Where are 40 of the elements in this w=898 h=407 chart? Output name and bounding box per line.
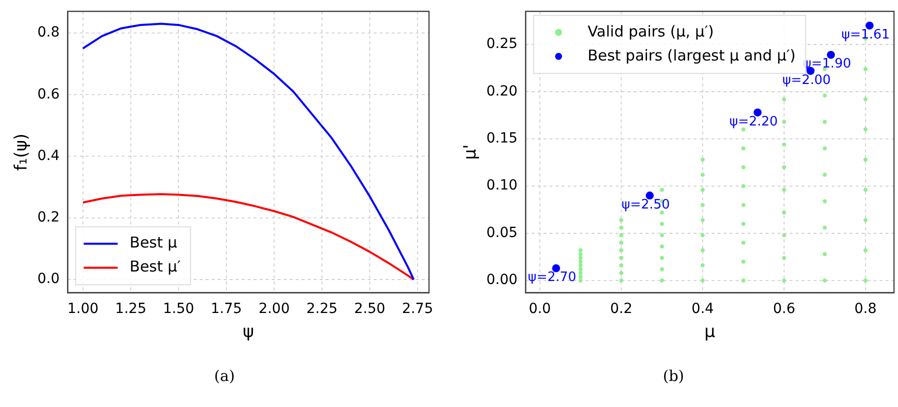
x-axis-title: μ [704,322,716,342]
text: (b) [662,367,686,385]
annotation: ψ=2.00 [782,72,831,88]
y-tick-label: 0.15 [486,130,518,147]
y-tick-label: 0.05 [486,224,518,241]
x-tick-label: 0.6 [772,300,796,317]
annotation: ψ=1.90 [802,56,852,72]
y-tick-label: 0.8 [37,24,60,41]
y-tick-label: 0.25 [486,36,518,52]
x-tick-label: 1.25 [115,300,146,317]
y-axis-title: f₁(ψ) [12,133,32,171]
x-tick-label: 2.75 [402,300,434,317]
y-tick-label: 0.10 [486,178,518,194]
x-tick-label: 2.00 [258,300,290,317]
annotation: ψ=1.61 [841,27,890,42]
x-tick-label: 0.8 [854,300,877,317]
x-axis-title: ψ [242,322,254,342]
y-tick-label: 0.6 [37,86,60,102]
legend-label: Best μ [130,234,178,252]
legend-label: Best pairs (largest μ and μ′) [588,46,796,64]
annotation: ψ=2.50 [622,197,670,212]
x-tick-label: 1.00 [67,300,99,317]
legend-label: Best μ′ [130,258,182,276]
x-tick-label: 2.50 [354,300,386,317]
y-tick-label: 0.2 [37,210,60,226]
x-tick-label: 0.0 [528,300,551,317]
x-tick-label: 1.75 [210,300,242,317]
y-tick-label: 0.4 [37,148,60,164]
y-axis-title: μ' [460,144,481,160]
legend-label: Valid pairs (μ, μ′) [588,22,714,40]
annotation: ψ=2.70 [528,270,576,286]
x-tick-label: 2.25 [306,300,338,317]
x-tick-label: 0.2 [610,300,632,317]
y-tick-label: 0.00 [486,272,518,288]
x-tick-label: 0.4 [692,300,714,317]
annotation: ψ=2.20 [729,114,778,130]
text: (a) [213,367,236,385]
x-tick-label: 1.50 [162,300,194,317]
y-tick-label: 0.20 [486,83,518,100]
y-tick-label: 0.0 [37,271,60,288]
